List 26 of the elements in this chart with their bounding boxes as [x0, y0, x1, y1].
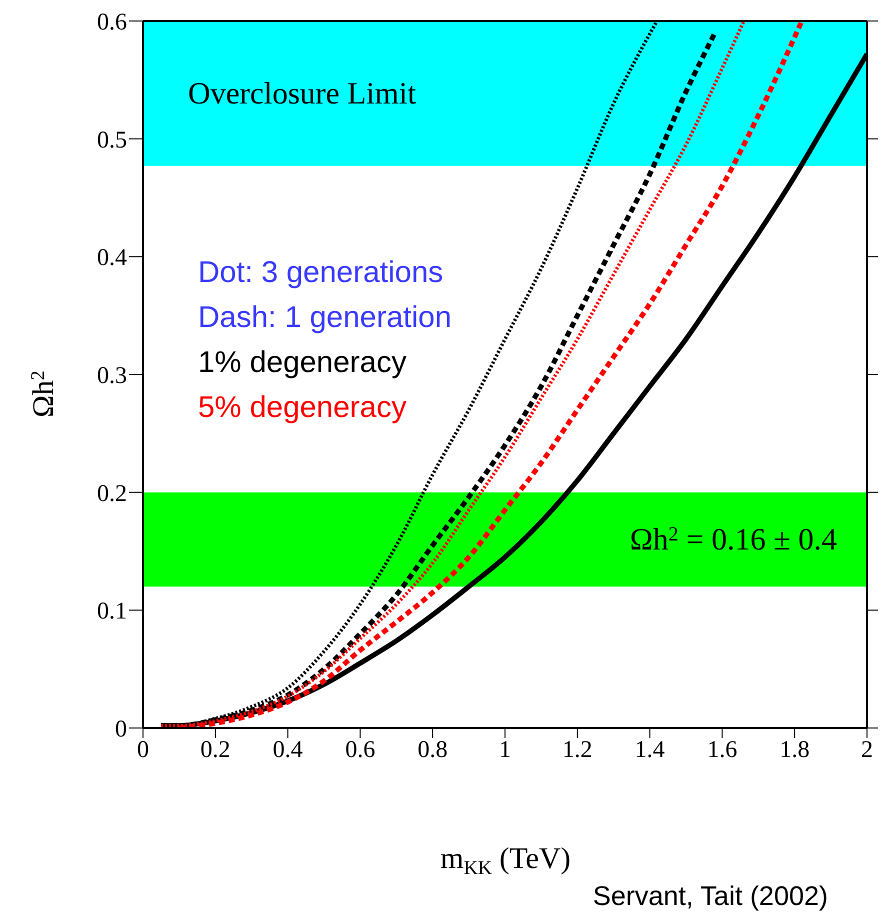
x-tick-label: 1.8: [780, 737, 810, 764]
x-tick-label: 1: [499, 737, 511, 764]
text: Servant, Tait (2002): [592, 881, 828, 911]
y-tick-label: 0.2: [97, 480, 127, 507]
x-tick-label: 1.2: [562, 737, 592, 764]
x-tick-label: 0.4: [272, 737, 303, 764]
y-tick-label: 0.6: [97, 10, 127, 36]
annotation: 1% degeneracy: [198, 346, 406, 379]
x-tick-label: 0: [137, 737, 149, 764]
y-tick-label: 0: [115, 716, 127, 743]
y-tick-label: 0.5: [97, 127, 127, 154]
y-tick-label: 0.4: [97, 245, 127, 272]
y-tick-label: 0.3: [97, 363, 127, 390]
annotation: Dash: 1 generation: [198, 301, 452, 334]
x-tick-label: 1.4: [634, 737, 665, 764]
annotation: Dot: 3 generations: [198, 256, 444, 289]
band-label: Overclosure Limit: [188, 75, 417, 110]
y-tick-label: 0.1: [97, 598, 127, 625]
x-axis-title: m$_{KK}$ (TeV): [440, 842, 571, 879]
x-tick-label: 1.6: [707, 737, 738, 764]
band-label: Ωh$^{2}$ = 0.16 ± 0.4: [630, 521, 838, 556]
annotation: 5% degeneracy: [198, 391, 406, 424]
x-tick-label: 0.2: [200, 737, 230, 764]
x-tick-label: 2: [861, 737, 873, 764]
x-tick-label: 0.8: [418, 737, 448, 764]
x-tick-label: 0.6: [345, 737, 376, 764]
